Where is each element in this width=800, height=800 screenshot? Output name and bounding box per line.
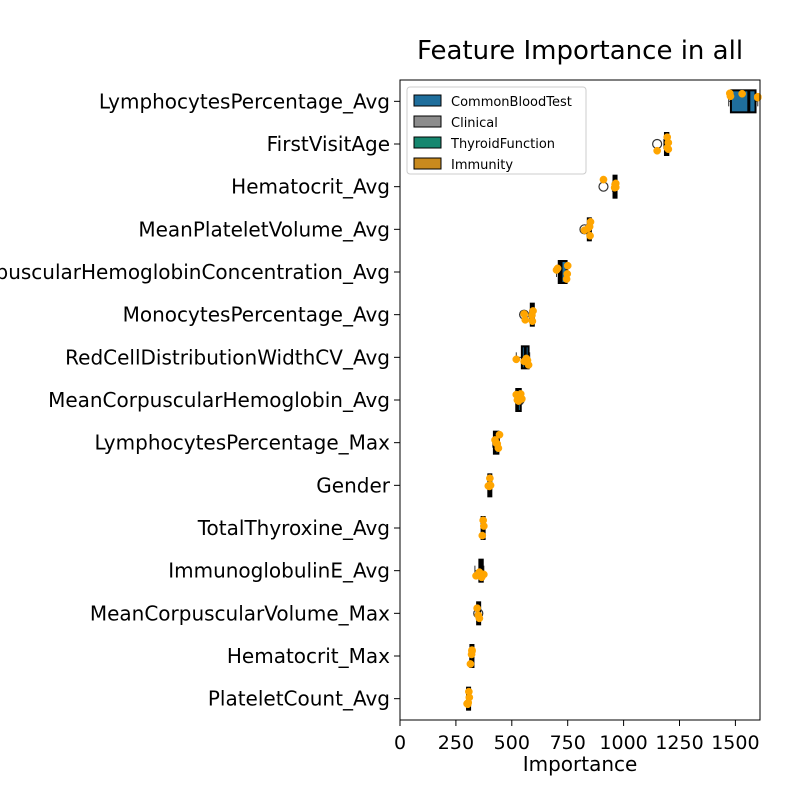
feature-row <box>512 345 533 370</box>
data-point <box>553 264 562 273</box>
feature-row <box>491 430 504 455</box>
data-point <box>738 89 746 98</box>
data-point <box>518 394 526 403</box>
data-point <box>466 660 475 668</box>
x-tick-label: 250 <box>438 732 474 754</box>
data-point <box>653 146 661 155</box>
y-tick-label: MeanCorpuscularHemoglobinConcentration_A… <box>0 260 390 284</box>
data-point <box>524 361 533 369</box>
data-point <box>512 355 521 364</box>
legend-frame <box>406 86 587 175</box>
feature-row <box>478 516 488 540</box>
x-tick-label: 0 <box>394 732 406 754</box>
data-point <box>586 218 595 226</box>
feature-row <box>473 601 484 626</box>
plot-frame <box>399 79 761 721</box>
y-tick-label: LymphocytesPercentage_Max <box>95 431 391 455</box>
data-point <box>599 175 608 184</box>
legend-swatch <box>413 94 442 107</box>
plot-area <box>463 89 762 711</box>
legend-entry-label: CommonBloodTest <box>451 95 572 110</box>
data-point <box>480 570 488 579</box>
legend: CommonBloodTest Clinical ThyroidFunction Im… <box>406 86 587 175</box>
feature-row <box>652 132 673 156</box>
feature-row <box>725 89 762 114</box>
data-point <box>473 604 481 613</box>
y-tick-label: LymphocytesPercentage_Avg <box>99 89 390 113</box>
x-tick-label: 500 <box>494 732 530 754</box>
feature-row <box>552 260 572 284</box>
y-tick-label: RedCellDistributionWidthCV_Avg <box>65 345 390 369</box>
feature-row <box>598 174 620 199</box>
x-tick-label: 750 <box>550 732 586 754</box>
data-point <box>495 430 504 439</box>
data-point <box>494 444 503 453</box>
x-tick-label: 1500 <box>711 732 759 754</box>
y-tick-label: Hematocrit_Max <box>227 644 390 668</box>
x-tick-label: 1250 <box>655 732 703 754</box>
legend-swatch <box>413 157 442 170</box>
data-point <box>521 315 530 324</box>
y-tick-label: ImmunoglobulinE_Avg <box>168 559 390 583</box>
y-tick-label: Gender <box>316 473 390 497</box>
data-point <box>486 481 495 490</box>
y-tick-label: FirstVisitAge <box>267 132 390 156</box>
x-axis: 0 250 500 750 1000 1250 1500 <box>394 720 760 754</box>
legend-entry-label: Immunity <box>451 158 513 173</box>
legend-swatch <box>413 136 442 149</box>
y-axis-labels: LymphocytesPercentage_Avg FirstVisitAge He… <box>0 89 400 711</box>
y-tick-label: MeanCorpuscularHemoglobin_Avg <box>48 388 390 412</box>
feature-row <box>579 217 595 242</box>
data-point <box>664 138 673 147</box>
legend-swatch <box>413 115 442 128</box>
y-tick-label: TotalThyroxine_Avg <box>197 516 390 540</box>
legend-entry-label: Clinical <box>451 116 498 131</box>
data-point <box>586 231 594 240</box>
x-axis-label: Importance <box>523 752 638 776</box>
legend-entry-label: ThyroidFunction <box>450 137 555 152</box>
feature-row <box>466 644 476 668</box>
data-point <box>529 307 537 315</box>
data-point <box>486 474 494 483</box>
feature-row <box>484 473 495 498</box>
data-point <box>478 531 487 540</box>
feature-row <box>512 388 526 412</box>
data-point <box>480 522 488 530</box>
data-point <box>563 270 572 278</box>
x-tick-label: 1000 <box>599 732 647 754</box>
feature-row <box>463 686 474 711</box>
data-point <box>465 693 474 702</box>
feature-row <box>518 302 537 327</box>
data-point <box>475 614 484 623</box>
y-tick-label: MeanCorpuscularVolume_Max <box>90 601 390 625</box>
data-point <box>468 646 476 654</box>
data-point <box>726 92 735 101</box>
y-tick-label: MonocytesPercentage_Avg <box>123 303 390 327</box>
data-point <box>611 183 620 192</box>
data-point <box>528 317 537 326</box>
y-tick-label: PlateletCount_Avg <box>208 687 390 711</box>
chart-title: Feature Importance in all <box>417 36 743 66</box>
outlier-marker <box>598 181 609 192</box>
y-tick-label: MeanPlateletVolume_Avg <box>138 217 390 241</box>
data-point <box>563 261 572 270</box>
data-point <box>664 145 673 154</box>
feature-row <box>472 558 488 583</box>
y-tick-label: Hematocrit_Avg <box>231 175 390 199</box>
